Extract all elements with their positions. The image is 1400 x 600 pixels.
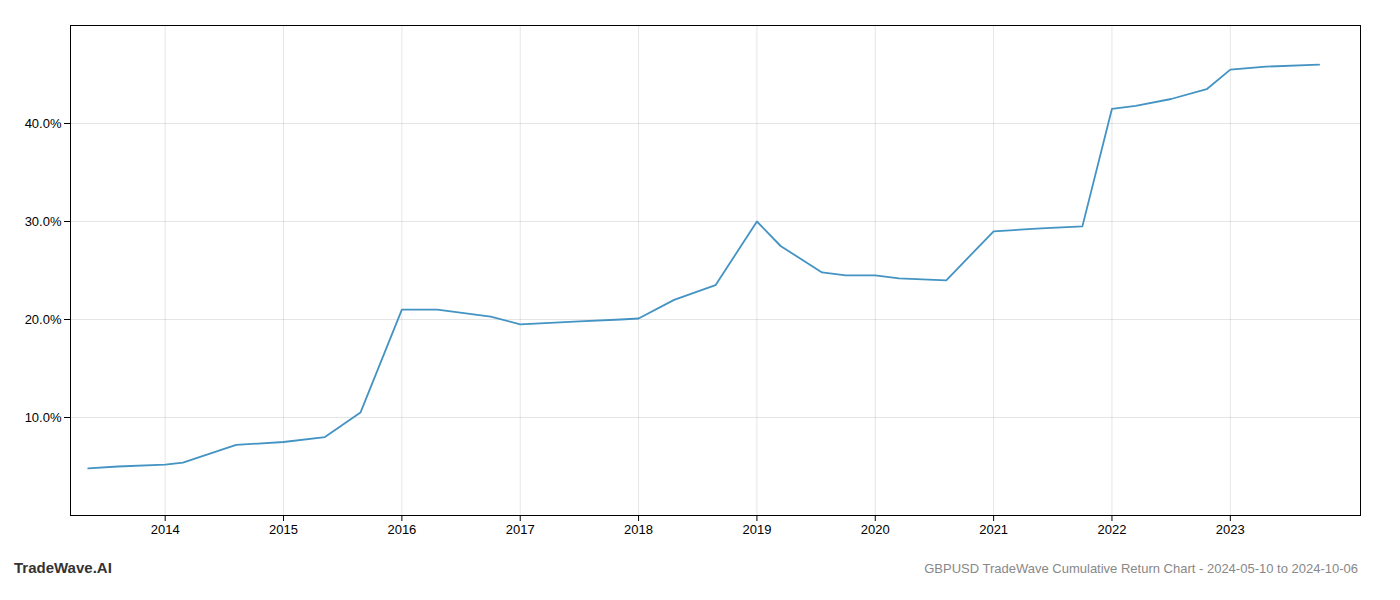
svg-text:2017: 2017: [506, 522, 535, 537]
svg-text:2014: 2014: [151, 522, 180, 537]
svg-text:2015: 2015: [269, 522, 298, 537]
svg-text:2016: 2016: [387, 522, 416, 537]
svg-text:10.0%: 10.0%: [25, 410, 62, 425]
svg-text:2020: 2020: [861, 522, 890, 537]
svg-text:40.0%: 40.0%: [25, 116, 62, 131]
svg-text:2021: 2021: [979, 522, 1008, 537]
html-text:GBPUSD TradeWave Cumulative Re: GBPUSD TradeWave Cumulative Return Chart…: [924, 561, 1358, 576]
svg-text:2023: 2023: [1216, 522, 1245, 537]
svg-text:30.0%: 30.0%: [25, 214, 62, 229]
svg-text:2018: 2018: [624, 522, 653, 537]
svg-text:20.0%: 20.0%: [25, 312, 62, 327]
svg-text:2019: 2019: [742, 522, 771, 537]
html-text:TradeWave.AI: TradeWave.AI: [14, 559, 112, 576]
svg-text:2022: 2022: [1098, 522, 1127, 537]
